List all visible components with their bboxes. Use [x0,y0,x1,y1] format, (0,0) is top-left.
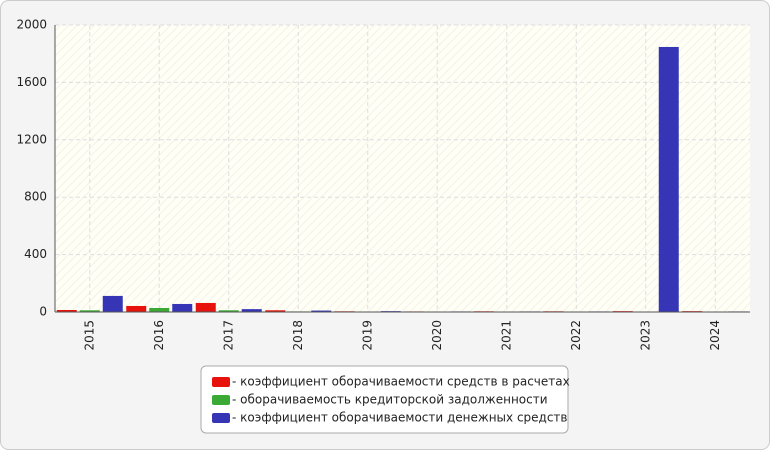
x-tick-label: 2023 [638,320,652,351]
x-tick-label: 2017 [221,320,235,351]
y-tick-label: 400 [24,247,47,261]
x-tick-label: 2021 [499,320,513,351]
bar [126,306,146,312]
x-tick-label: 2019 [360,320,374,351]
legend-label: - коэффициент оборачиваемости денежных с… [232,411,568,425]
x-tick-label: 2018 [291,320,305,351]
legend-label: - оборачиваемость кредиторской задолженн… [232,393,548,407]
y-tick-label: 2000 [16,18,47,32]
bar [149,308,169,312]
legend-label: - коэффициент оборачиваемости средств в … [232,375,570,389]
y-tick-label: 1600 [16,75,47,89]
bar [172,304,192,312]
legend-swatch [212,377,230,387]
legend-swatch [212,413,230,423]
y-tick-label: 800 [24,190,47,204]
x-tick-label: 2015 [82,320,96,351]
bar [103,296,123,312]
y-tick-label: 0 [39,305,47,319]
bar [196,303,216,312]
x-tick-label: 2022 [569,320,583,351]
bar [659,47,679,312]
y-tick-label: 1200 [16,132,47,146]
legend-swatch [212,395,230,405]
x-tick-label: 2024 [708,320,722,351]
x-tick-label: 2020 [430,320,444,351]
x-tick-label: 2016 [152,320,166,351]
